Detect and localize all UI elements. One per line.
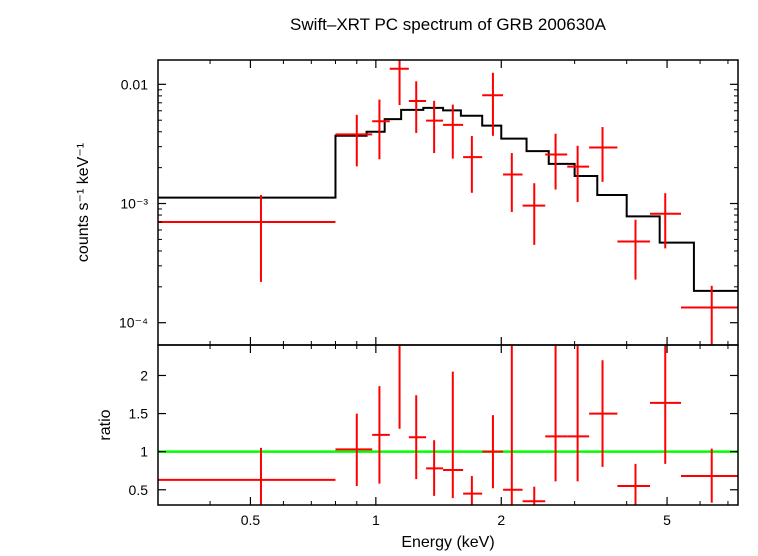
- top-panel-frame: [158, 60, 738, 345]
- bottom-panel-frame: [158, 345, 738, 505]
- ytick-label-bot: 1: [140, 444, 148, 460]
- spectrum-chart: Swift–XRT PC spectrum of GRB 200630A 10⁻⁴…: [0, 0, 758, 556]
- x-axis-label: Energy (keV): [401, 534, 494, 551]
- ytick-label-top: 0.01: [121, 76, 148, 92]
- ytick-label-bot: 2: [140, 367, 148, 383]
- xtick-label: 5: [663, 512, 671, 528]
- xtick-label: 2: [497, 512, 505, 528]
- ytick-label-bot: 0.5: [129, 482, 149, 498]
- bottom-panel-data: [158, 259, 738, 516]
- chart-container: Swift–XRT PC spectrum of GRB 200630A 10⁻⁴…: [0, 0, 758, 556]
- y-axis-label-top: counts s⁻¹ keV⁻¹: [75, 143, 92, 262]
- xtick-label: 1: [372, 512, 380, 528]
- ytick-label-bot: 1.5: [129, 406, 149, 422]
- model-step-line: [158, 108, 738, 291]
- ytick-label-top: 10⁻⁴: [119, 315, 148, 331]
- ytick-label-top: 10⁻³: [120, 196, 148, 212]
- xtick-label: 0.5: [241, 512, 261, 528]
- chart-title: Swift–XRT PC spectrum of GRB 200630A: [290, 15, 607, 34]
- y-axis-label-bot: ratio: [97, 409, 114, 440]
- top-panel-data: [158, 54, 738, 345]
